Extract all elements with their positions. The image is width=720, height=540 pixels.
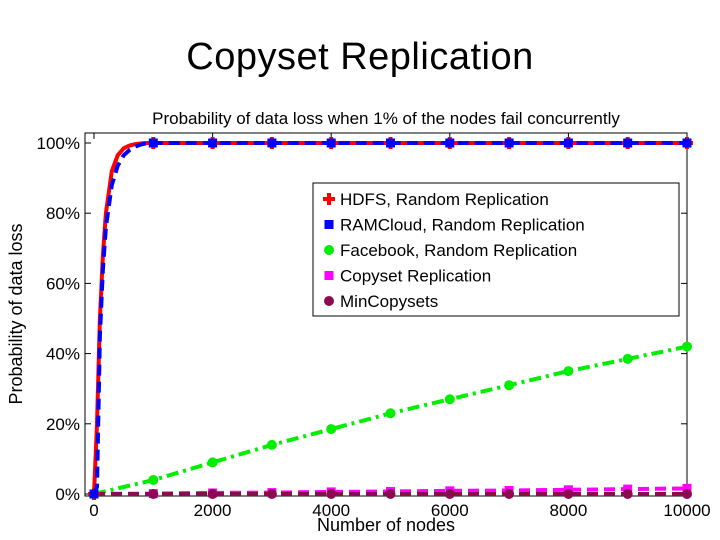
x-tick-label: 6000 bbox=[431, 501, 469, 520]
series-facebook-random-replication bbox=[89, 341, 692, 499]
y-tick-label: 80% bbox=[46, 204, 80, 223]
data-point bbox=[682, 138, 692, 148]
data-point bbox=[207, 457, 218, 468]
legend-entry: MinCopysets bbox=[340, 292, 438, 311]
series-ramcloud-random-replication bbox=[89, 138, 692, 499]
x-tick-label: 4000 bbox=[312, 501, 350, 520]
legend-entry: Facebook, Random Replication bbox=[340, 241, 577, 260]
legend-box bbox=[312, 182, 680, 317]
data-point bbox=[682, 483, 692, 493]
data-point bbox=[148, 474, 159, 485]
slide-title: Copyset Replication bbox=[186, 36, 534, 78]
legend-entry: RAMCloud, Random Replication bbox=[340, 216, 585, 235]
data-point bbox=[504, 489, 515, 499]
data-point bbox=[267, 138, 277, 148]
data-point bbox=[207, 489, 218, 499]
data-point bbox=[504, 380, 515, 391]
x-tick-label: 8000 bbox=[549, 501, 587, 520]
legend: HDFS, Random Replication RAMCloud, Random… bbox=[312, 182, 680, 317]
data-point bbox=[266, 489, 277, 499]
legend-entry: Copyset Replication bbox=[340, 267, 491, 286]
data-point bbox=[563, 138, 573, 148]
legend-entry: HDFS, Random Replication bbox=[340, 190, 549, 209]
x-tick-label: 10000 bbox=[663, 501, 710, 520]
series-layer bbox=[88, 137, 693, 500]
y-tick-label: 40% bbox=[46, 345, 80, 364]
data-point bbox=[324, 245, 334, 255]
data-point bbox=[622, 353, 633, 364]
data-point bbox=[323, 193, 335, 205]
data-point bbox=[148, 138, 158, 148]
data-point bbox=[89, 489, 99, 499]
data-point bbox=[444, 489, 455, 499]
data-point bbox=[385, 489, 396, 499]
y-tick-label: 20% bbox=[46, 415, 80, 434]
data-point bbox=[445, 138, 455, 148]
data-point bbox=[682, 341, 692, 352]
x-axis-label: Number of nodes bbox=[317, 515, 455, 535]
x-tick-label: 0 bbox=[89, 501, 98, 520]
y-tick-label: 100% bbox=[37, 134, 80, 153]
series-mincopysets bbox=[89, 489, 692, 499]
y-axis-label: Probability of data loss bbox=[6, 223, 26, 404]
data-point bbox=[563, 366, 574, 377]
data-point bbox=[444, 394, 455, 405]
x-tick-label: 2000 bbox=[194, 501, 232, 520]
chart-title: Probability of data loss when 1% of the … bbox=[152, 109, 620, 128]
data-point bbox=[504, 138, 514, 148]
data-point bbox=[623, 138, 633, 148]
data-point bbox=[326, 424, 337, 435]
series-line bbox=[93, 344, 688, 496]
series-line bbox=[92, 141, 687, 495]
data-point bbox=[324, 296, 334, 306]
data-point bbox=[324, 271, 334, 280]
data-point bbox=[266, 439, 277, 450]
data-point bbox=[326, 138, 336, 148]
data-point bbox=[386, 138, 395, 148]
data-point bbox=[324, 220, 334, 229]
data-point bbox=[622, 489, 633, 499]
data-point bbox=[385, 408, 396, 419]
data-point bbox=[563, 489, 574, 499]
data-point bbox=[148, 489, 159, 499]
y-tick-label: 0% bbox=[55, 485, 80, 504]
data-point bbox=[326, 489, 337, 499]
y-tick-label: 60% bbox=[46, 274, 80, 293]
data-point bbox=[208, 138, 218, 148]
axis-ticks: 0% 20% 40% 60% 80% 100% 0 2000 4000 6000 8000 10000 bbox=[37, 133, 711, 520]
data-point bbox=[682, 489, 692, 499]
